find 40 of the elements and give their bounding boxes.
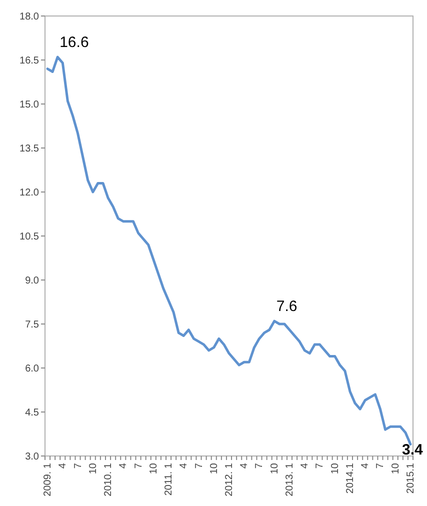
- x-tick-label: 2010. 1: [103, 462, 114, 496]
- x-tick-label: 4: [58, 462, 69, 469]
- y-tick-label: 15.0: [20, 100, 40, 110]
- x-tick-label: 10: [88, 462, 99, 474]
- y-tick-label: 4.5: [25, 408, 40, 418]
- x-tick-label: 10: [330, 462, 341, 474]
- x-tick-label: 10: [148, 462, 160, 474]
- x-tick-label: 4: [118, 462, 130, 469]
- data-label: 16.6: [60, 34, 89, 52]
- x-tick-label: 4: [360, 462, 372, 469]
- x-tick-label: 4: [239, 462, 250, 469]
- x-tick-label: 10: [208, 462, 220, 474]
- data-label: 3.4: [402, 441, 424, 458]
- y-tick-label: 10.5: [20, 232, 40, 242]
- y-tick-label: 6.0: [25, 364, 40, 374]
- x-tick-label: 7: [133, 462, 144, 469]
- y-tick-label: 3.0: [25, 452, 40, 462]
- x-tick-label: 7: [72, 462, 84, 469]
- data-label: 7.6: [276, 298, 298, 316]
- x-tick-label: 7: [375, 462, 386, 469]
- y-tick-label: 9.0: [25, 276, 40, 286]
- x-tick-label: 7: [314, 462, 326, 469]
- x-tick-label: 2009. 1: [42, 462, 54, 496]
- x-tick-label: 2015.1: [405, 462, 416, 494]
- x-tick-label: 4: [178, 462, 190, 469]
- x-tick-label: 2012. 1: [224, 462, 235, 496]
- x-tick-label: 10: [390, 462, 402, 474]
- x-tick-label: 4: [300, 462, 311, 469]
- x-tick-label: 2011. 1: [164, 462, 175, 496]
- x-tick-label: 2013. 1: [284, 462, 296, 496]
- y-tick-label: 18.0: [20, 12, 40, 22]
- line-series: [46, 56, 412, 446]
- x-tick-label: 10: [269, 462, 280, 474]
- y-tick-label: 13.5: [20, 144, 40, 154]
- x-tick-label: 2014.1: [344, 462, 356, 494]
- y-tick-label: 16.5: [20, 56, 40, 66]
- x-tick-label: 7: [194, 462, 205, 469]
- y-tick-label: 7.5: [25, 320, 40, 330]
- y-tick-label: 12.0: [20, 188, 40, 198]
- x-tick-label: 7: [254, 462, 266, 469]
